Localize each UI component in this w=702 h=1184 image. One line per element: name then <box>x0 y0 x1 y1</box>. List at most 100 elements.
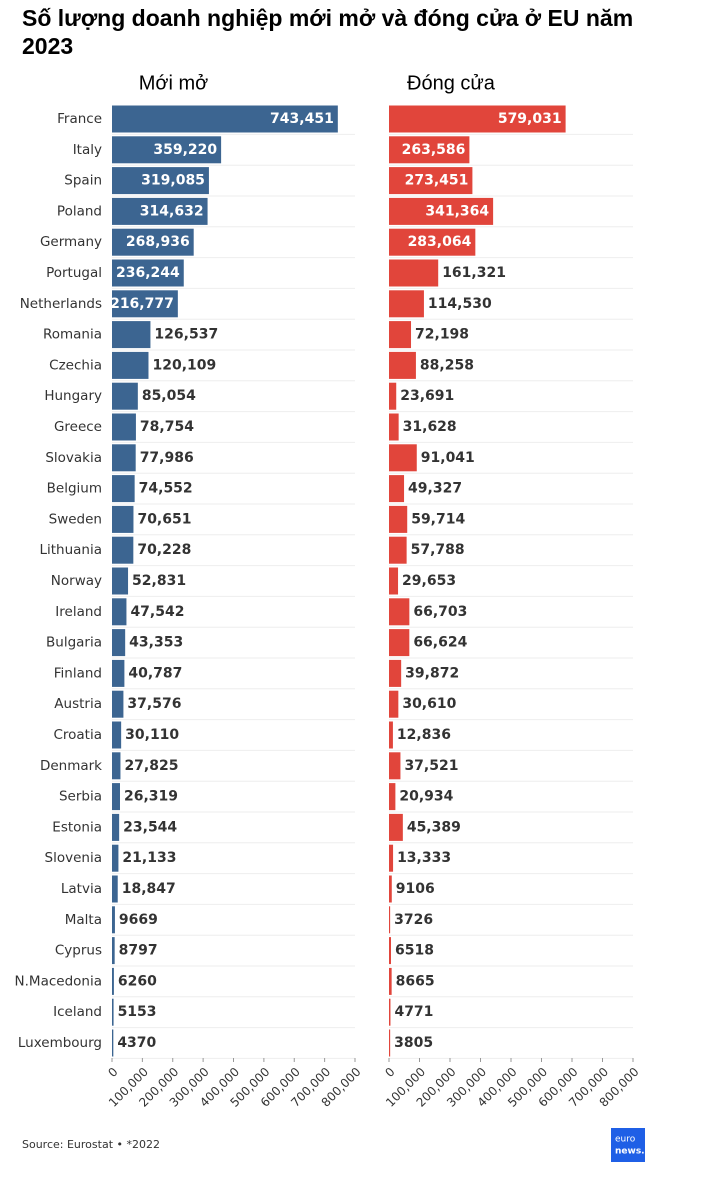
value-label: 59,714 <box>411 511 465 527</box>
y-tick-label: Finland <box>54 665 102 681</box>
y-tick-label: Portugal <box>46 265 102 281</box>
value-label: 37,576 <box>127 696 181 712</box>
bar <box>389 505 408 533</box>
bar <box>112 321 151 349</box>
bar <box>389 413 399 441</box>
y-tick-label: Norway <box>51 573 102 589</box>
value-label: 236,244 <box>116 265 180 281</box>
value-label: 341,364 <box>425 203 489 219</box>
value-label: 70,228 <box>137 542 191 558</box>
value-label: 23,544 <box>123 819 177 835</box>
bar <box>112 659 125 687</box>
bar <box>389 721 393 749</box>
y-tick-label: France <box>57 111 102 127</box>
y-tick-label: Estonia <box>52 819 102 835</box>
value-label: 74,552 <box>139 481 193 497</box>
value-label: 29,653 <box>402 573 456 589</box>
value-label: 120,109 <box>152 357 216 373</box>
y-tick-label: Slovakia <box>45 450 102 466</box>
y-tick-label: Austria <box>54 696 102 712</box>
y-tick-label: Serbia <box>59 789 102 805</box>
y-tick-label: Ireland <box>55 604 102 620</box>
value-label: 3805 <box>394 1035 433 1051</box>
bar <box>112 567 129 595</box>
chart-title: Số lượng doanh nghiệp mới mở và đóng cửa… <box>22 5 633 59</box>
bar <box>112 228 194 256</box>
value-label: 314,632 <box>140 203 204 219</box>
bar <box>112 197 208 225</box>
value-label: 263,586 <box>402 142 466 158</box>
y-tick-label: Sweden <box>49 511 102 527</box>
value-label: 18,847 <box>122 881 176 897</box>
bar <box>112 967 114 995</box>
bar <box>389 752 401 780</box>
value-label: 57,788 <box>411 542 465 558</box>
y-tick-label: Denmark <box>40 758 102 774</box>
y-tick-label: Lithuania <box>39 542 102 558</box>
value-label: 6260 <box>118 973 157 989</box>
value-label: 319,085 <box>141 173 205 189</box>
value-label: 77,986 <box>140 450 194 466</box>
value-label: 66,703 <box>413 604 467 620</box>
x-tick-label: 0 <box>382 1065 397 1080</box>
bar <box>389 444 417 472</box>
y-tick-label: Croatia <box>53 727 102 743</box>
value-label: 8665 <box>396 973 435 989</box>
value-label: 12,836 <box>397 727 451 743</box>
value-label: 85,054 <box>142 388 196 404</box>
bar <box>389 321 412 349</box>
bar <box>112 690 124 718</box>
panel-title: Mới mở <box>139 72 209 94</box>
value-label: 4370 <box>117 1035 156 1051</box>
y-tick-label: N.Macedonia <box>15 973 102 989</box>
y-tick-label: Iceland <box>53 1004 102 1020</box>
value-label: 126,537 <box>154 327 218 343</box>
value-label: 114,530 <box>428 296 492 312</box>
x-tick-label: 0 <box>105 1065 120 1080</box>
bar <box>389 937 391 965</box>
y-tick-label: Greece <box>54 419 102 435</box>
value-label: 743,451 <box>270 111 334 127</box>
bar <box>112 505 134 533</box>
value-label: 66,624 <box>413 635 467 651</box>
bar <box>389 475 405 503</box>
bar <box>112 382 138 410</box>
bar <box>112 844 119 872</box>
y-tick-label: Bulgaria <box>46 635 102 651</box>
y-tick-label: Romania <box>43 327 102 343</box>
y-tick-label: Italy <box>73 142 102 158</box>
logo-text: news. <box>615 1147 645 1157</box>
value-label: 43,353 <box>129 635 183 651</box>
bar <box>112 413 136 441</box>
y-tick-label: Luxembourg <box>18 1035 102 1051</box>
value-label: 30,110 <box>125 727 179 743</box>
bar <box>389 813 403 841</box>
bar <box>112 1029 114 1057</box>
y-tick-label: Netherlands <box>20 296 102 312</box>
bar <box>389 659 402 687</box>
value-label: 359,220 <box>153 142 217 158</box>
bar <box>389 259 439 287</box>
value-label: 78,754 <box>140 419 194 435</box>
value-label: 27,825 <box>124 758 178 774</box>
value-label: 579,031 <box>498 111 562 127</box>
bar <box>112 875 118 903</box>
bar <box>112 167 209 195</box>
bar <box>112 998 114 1026</box>
bar <box>112 259 184 287</box>
bar <box>389 105 566 133</box>
bar <box>112 105 338 133</box>
bar <box>112 752 121 780</box>
bar <box>389 875 392 903</box>
source: Source: Eurostat • *2022 <box>22 1138 160 1151</box>
logo <box>611 1128 645 1162</box>
value-label: 161,321 <box>442 265 506 281</box>
bar <box>389 290 424 318</box>
y-tick-label: Malta <box>65 912 102 928</box>
value-label: 3726 <box>394 912 433 928</box>
y-tick-label: Cyprus <box>55 943 102 959</box>
bar <box>389 906 391 934</box>
value-label: 31,628 <box>403 419 457 435</box>
bar <box>389 382 397 410</box>
y-tick-label: Spain <box>64 173 102 189</box>
